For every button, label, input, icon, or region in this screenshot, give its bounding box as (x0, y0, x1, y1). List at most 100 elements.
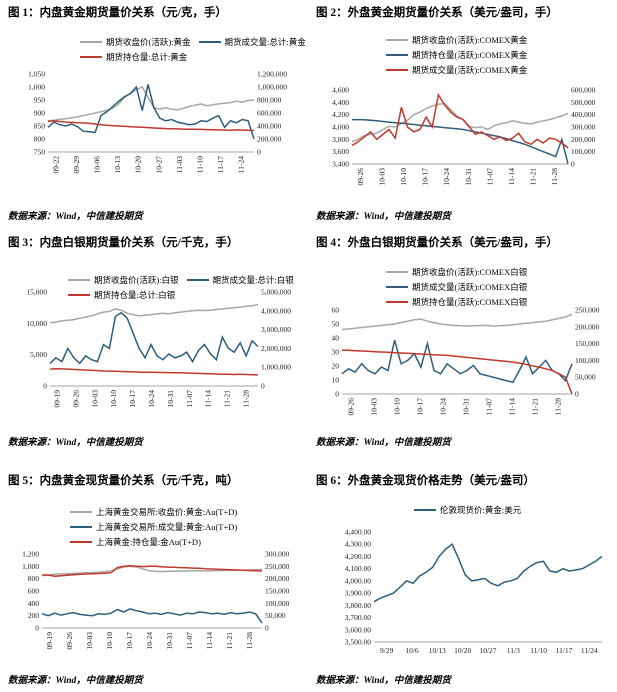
x-tick-label: 11-28 (550, 168, 559, 185)
x-tick-label: 10-10 (393, 398, 402, 416)
x-tick-label: 10-31 (165, 632, 174, 650)
legend-item: 期货收盘价(活跃):黄金 (80, 34, 191, 49)
series-line (341, 313, 573, 331)
x-tick-label: 10/6 (405, 646, 419, 655)
x-tick-label: 11/24 (581, 646, 598, 655)
series-line (342, 349, 573, 395)
legend-item: 期货成交量:总计:黄金 (198, 34, 306, 49)
y-left-tick-label: 850 (34, 122, 46, 131)
x-tick-label: 11-14 (507, 168, 516, 185)
y-right-tick-label: 500,000 (571, 98, 596, 107)
chart-panel-1: 图 1：内盘黄金期货量价关系（元/克，手） 期货收盘价(活跃):黄金 期货成交量… (8, 4, 308, 224)
x-tick-label: 09-26 (356, 168, 365, 186)
x-tick-label: 11/3 (507, 646, 520, 655)
y-left-tick-label: 15,000 (26, 288, 47, 297)
y-left-tick-label: 4,600 (332, 86, 349, 95)
x-tick-label: 10-24 (145, 632, 154, 650)
y-right-tick-label: 300,000 (571, 123, 596, 132)
legend-item: 期货收盘价(活跃):白银 (68, 272, 179, 287)
x-tick-label: 09-26 (71, 390, 80, 408)
y-right-tick-label: 200,000 (575, 322, 600, 331)
series-line (47, 120, 255, 132)
x-tick-label: 10-03 (370, 398, 379, 416)
x-tick-label: 10-24 (147, 390, 156, 408)
x-tick-label: 10-31 (464, 168, 473, 186)
x-tick-label: 11-07 (485, 398, 494, 415)
x-tick-label: 11-21 (223, 390, 232, 407)
y-right-tick-label: 400,000 (257, 122, 282, 131)
x-tick-label: 11/10 (530, 646, 547, 655)
x-tick-label: 10-10 (109, 390, 118, 408)
y-left-tick-label: 900 (34, 109, 46, 118)
y-right-tick-label: 200,000 (571, 135, 596, 144)
series-line (47, 84, 255, 140)
x-tick-label: 11-07 (485, 168, 494, 185)
chart-legend: 期货收盘价(活跃):COMEX白银 期货成交量(活跃):COMEX白银 期货持仓… (386, 264, 527, 309)
x-tick-label: 10-17 (125, 632, 134, 650)
chart-plot: 1,200 1,000 800 600 400 200 0 300,000 250,000 200… (22, 550, 290, 650)
y-left-tick-label: 3,600 (332, 147, 349, 156)
y-right-tick-label: 100,000 (571, 147, 596, 156)
chart-source: 数据来源：Wind，中信建投期货 (316, 212, 451, 222)
chart-plot: 60 50 40 30 20 10 0 250,000 200,000 150,000 100,00… (332, 306, 600, 416)
chart-title: 图 5：内盘黄金现货量价关系（元/千克，吨） (8, 475, 239, 487)
y-right-tick-label: 150,000 (575, 339, 600, 348)
y-right-tick-label: 600,000 (257, 109, 282, 118)
y-right-tick-label: 0 (265, 624, 269, 633)
y-left-tick-label: 3,800 (332, 135, 349, 144)
chart-legend: 上海黄金交易所:收盘价:黄金:Au(T+D) 上海黄金交易所:成交量:黄金:Au… (70, 504, 237, 549)
y-left-tick-label: 10,000 (26, 319, 47, 328)
x-tick-label: 10-31 (462, 398, 471, 416)
x-tick-label: 11-10 (196, 156, 205, 173)
y-left-tick-label: 3,700.00 (345, 613, 372, 622)
x-tick-label: 11-14 (508, 398, 517, 415)
y-left-tick-label: 950 (34, 96, 46, 105)
x-tick-label: 10-17 (421, 168, 430, 186)
x-tick-label: 10-20 (134, 156, 143, 174)
x-tick-label: 09-19 (45, 632, 54, 650)
x-tick-label: 11-14 (205, 632, 214, 649)
x-tick-label: 11-28 (245, 632, 254, 649)
chart-title: 图 4：外盘白银期货量价关系（美元/盎司，手） (316, 237, 558, 249)
x-tick-label: 11-07 (185, 632, 194, 649)
chart-legend: 期货收盘价(活跃):白银 期货成交量:总计:白银 期货持仓量:总计:白银 (68, 272, 302, 302)
y-right-tick-label: 250,000 (575, 306, 600, 315)
legend-item: 期货持仓量:总计:白银 (68, 287, 302, 302)
x-tick-label: 10/27 (479, 646, 496, 655)
x-tick-label: 10-27 (154, 156, 163, 174)
y-right-tick-label: 1,200,000 (257, 70, 287, 79)
y-left-tick-label: 4,400.00 (345, 528, 372, 537)
legend-item: 期货持仓量(活跃):COMEX黄金 (386, 47, 527, 62)
y-right-tick-label: 100,000 (575, 356, 600, 365)
y-left-tick-label: 0 (35, 624, 39, 633)
x-tick-label: 10-31 (166, 390, 175, 408)
y-right-tick-label: 800,000 (257, 96, 282, 105)
y-left-tick-label: 4,400 (332, 98, 349, 107)
y-left-tick-label: 1,200 (22, 550, 39, 559)
x-tick-label: 10-03 (377, 168, 386, 186)
x-tick-label: 10-03 (90, 390, 99, 408)
y-right-tick-label: 0 (257, 148, 261, 157)
series-line (49, 311, 259, 365)
y-left-tick-label: 200 (28, 611, 40, 620)
y-left-tick-label: 4,200 (332, 110, 349, 119)
x-tick-label: 11-24 (237, 156, 246, 173)
y-left-tick-label: 10 (332, 376, 340, 385)
y-right-tick-label: 4,000,000 (261, 306, 291, 315)
y-right-tick-label: 400,000 (571, 110, 596, 119)
series-line (42, 565, 263, 577)
y-right-tick-label: 200,000 (257, 135, 282, 144)
x-tick-label: 11-21 (529, 168, 538, 185)
y-right-tick-label: 50,000 (575, 373, 596, 382)
series-line (341, 340, 573, 384)
y-left-tick-label: 600 (28, 587, 40, 596)
legend-item: 期货收盘价(活跃):COMEX黄金 (386, 32, 527, 47)
y-right-tick-label: 200,000 (265, 574, 290, 583)
y-right-tick-label: 3,000,000 (261, 325, 291, 334)
x-tick-label: 09-19 (52, 390, 61, 408)
chart-legend: 伦敦现货价:黄金:美元 (414, 502, 521, 517)
y-left-tick-label: 3,400 (332, 160, 349, 169)
x-tick-label: 11-17 (216, 156, 225, 173)
chart-title: 图 3：内盘白银期货量价关系（元/千克，手） (8, 237, 239, 249)
legend-item: 期货成交量:总计:白银 (186, 272, 294, 287)
